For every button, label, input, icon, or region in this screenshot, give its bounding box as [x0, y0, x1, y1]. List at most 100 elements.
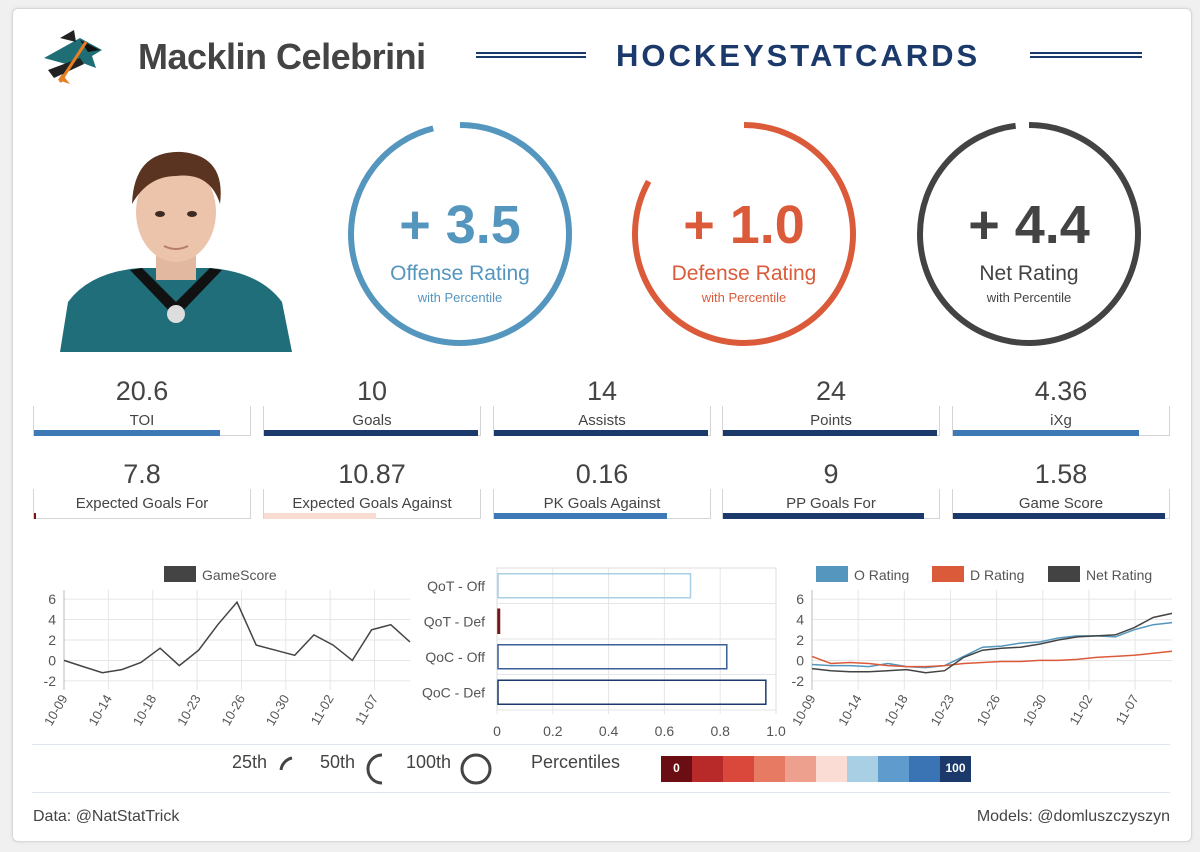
stat-percentile-bar [34, 430, 220, 436]
defense-rating-ring: + 1.0 Defense Rating with Percentile [628, 118, 860, 350]
scale-cell [816, 756, 847, 782]
stat-value: 1.58 [1034, 459, 1088, 489]
stat-percentile-bar [34, 513, 36, 519]
sharks-logo [44, 30, 102, 84]
stat-pp-goals-for: 9 PP Goals For [722, 459, 940, 521]
stat-points: 24 Points [722, 376, 940, 438]
offense-rating-sub: with Percentile [417, 290, 503, 305]
stat-label: iXg [1050, 412, 1072, 429]
net-rating-arc [917, 122, 1141, 346]
legend-percentiles-label: Percentiles [531, 752, 621, 772]
stat-game-score: 1.58 Game Score [952, 459, 1170, 521]
legend-50th-label: 50th [320, 752, 356, 772]
net-rating-label: Net Rating [979, 262, 1079, 285]
defense-rating-label: Defense Rating [671, 262, 817, 285]
stat-label: Goals [352, 412, 392, 429]
x-tick-label: 0 [493, 723, 501, 739]
x-tick-label: 11-07 [352, 692, 381, 727]
footer-data-credit: Data: @NatStatTrick [33, 808, 180, 825]
stat-value: 10.87 [338, 459, 406, 489]
stat-label: Expected Goals For [75, 495, 209, 512]
x-tick-label: 10-09 [41, 692, 71, 728]
scale-cell [692, 756, 723, 782]
footer-models-credit: Models: @domluszczyszyn [976, 808, 1170, 825]
defense-rating-arc [632, 122, 856, 346]
net-rating-ring: + 4.4 Net Rating with Percentile [913, 118, 1145, 350]
stat-label: Assists [578, 412, 626, 429]
x-tick-label: 0.6 [655, 723, 675, 739]
y-tick-label: -2 [44, 673, 57, 689]
bar [497, 573, 692, 599]
quality-bar-chart: 0 0.2 0.4 0.6 0.8 1.0 QoT - Off QoT - Def QoC - … [422, 567, 786, 739]
stat-percentile-bar [494, 513, 667, 519]
legend-swatch [932, 566, 964, 582]
y-tick-label: 2 [48, 632, 56, 648]
scale-cell [754, 756, 785, 782]
x-tick-label: 0.8 [710, 723, 730, 739]
y-tick-label: 4 [796, 612, 804, 628]
legend-swatch [164, 566, 196, 582]
scale-cell [723, 756, 754, 782]
stat-value: 10 [356, 376, 388, 406]
stat-expected-goals-against: 10.87 Expected Goals Against [263, 459, 481, 521]
stat-value: 20.6 [115, 376, 169, 406]
series-line [811, 612, 1173, 674]
stat-percentile-bar [264, 430, 478, 436]
ring-100th-icon [460, 753, 492, 785]
stat-toi: 20.6 TOI [33, 376, 251, 438]
stat-percentile-bar [494, 430, 708, 436]
x-tick-label: 10-30 [263, 692, 293, 728]
x-tick-label: 10-26 [974, 692, 1004, 728]
arc-25th-icon [279, 756, 293, 771]
defense-rating-sub: with Percentile [701, 290, 787, 305]
stat-label: Expected Goals Against [292, 495, 452, 512]
defense-rating-value: + 1.0 [683, 195, 805, 255]
offense-rating-ring: + 3.5 Offense Rating with Percentile [344, 118, 576, 350]
y-tick-label: 2 [796, 632, 804, 648]
x-tick-label: 11-02 [308, 692, 337, 727]
series-line [63, 600, 411, 674]
legend-label: D Rating [970, 567, 1024, 583]
offense-rating-value: + 3.5 [399, 195, 521, 255]
offense-rating-label: Offense Rating [390, 262, 530, 285]
stat-value: 24 [815, 376, 847, 406]
y-tick-label: QoT - Def [424, 613, 485, 629]
stat-percentile-bar [723, 513, 924, 519]
stat-value: 0.16 [575, 459, 629, 489]
offense-rating-arc [348, 122, 572, 346]
series-line [811, 650, 1173, 668]
stat-pk-goals-against: 0.16 PK Goals Against [493, 459, 711, 521]
scale-cell [847, 756, 878, 782]
x-tick-label: 11-02 [1066, 692, 1095, 727]
stat-assists: 14 Assists [493, 376, 711, 438]
x-tick-label: 10-26 [218, 692, 248, 728]
scale-cell: 0 [661, 756, 692, 782]
net-rating-sub: with Percentile [986, 290, 1072, 305]
y-tick-label: QoC - Def [422, 684, 485, 700]
x-tick-label: 0.4 [599, 723, 619, 739]
ratings-trend-chart: O Rating D Rating Net Rating 6 4 2 0 -2 10-09 10-… [790, 566, 1173, 728]
bar [497, 679, 767, 705]
scale-cell [909, 756, 940, 782]
stat-expected-goals-for: 7.8 Expected Goals For [33, 459, 251, 521]
legend-label: GameScore [202, 567, 277, 583]
x-tick-label: 10-14 [85, 692, 115, 728]
stat-percentile-bar [264, 513, 376, 519]
stat-value: 7.8 [123, 459, 161, 489]
stat-value: 9 [823, 459, 839, 489]
stat-value: 4.36 [1034, 376, 1088, 406]
bar [497, 644, 728, 670]
stat-percentile-bar [953, 513, 1165, 519]
gamescore-chart: GameScore 6 4 2 0 -2 10-09 10-14 10-18 10-23 10-26… [41, 566, 411, 728]
header-rule-left [476, 52, 586, 58]
y-tick-label: 6 [48, 591, 56, 607]
x-tick-label: 1.0 [766, 723, 786, 739]
series-line [811, 621, 1173, 669]
bar [497, 608, 501, 634]
stat-percentile-bar [953, 430, 1139, 436]
legend-swatch [816, 566, 848, 582]
y-tick-label: 0 [796, 652, 804, 668]
header-rule-right [1030, 52, 1142, 58]
legend-divider-top [32, 744, 1170, 745]
stat-label: Game Score [1018, 495, 1104, 512]
